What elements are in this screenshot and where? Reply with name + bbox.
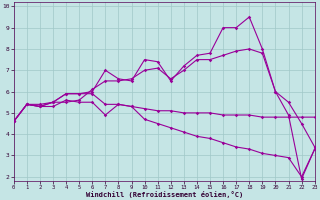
X-axis label: Windchill (Refroidissement éolien,°C): Windchill (Refroidissement éolien,°C) [85,191,243,198]
